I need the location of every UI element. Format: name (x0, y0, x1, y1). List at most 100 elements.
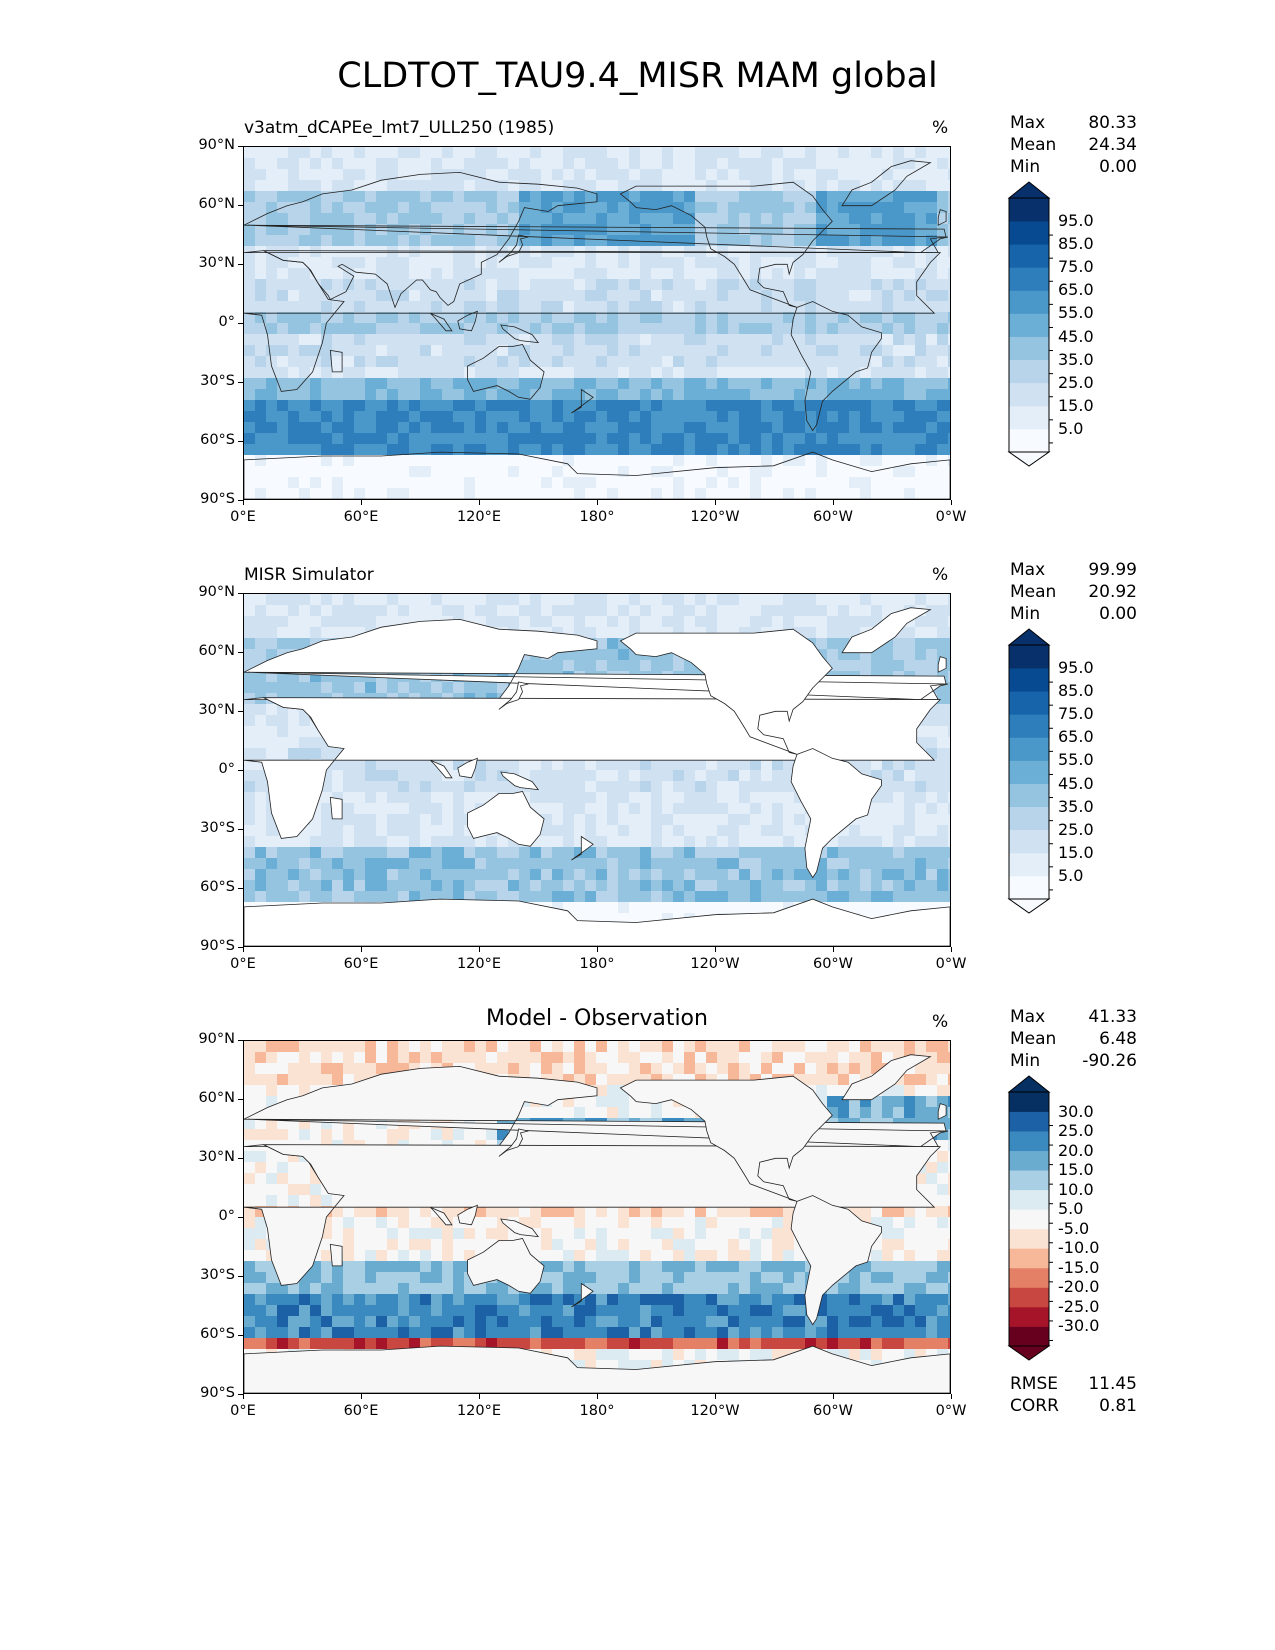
field-cell (893, 356, 905, 368)
field-cell (948, 1118, 950, 1130)
field-cell (321, 444, 333, 456)
field-cell (673, 224, 685, 236)
field-cell (244, 158, 256, 170)
field-cell (354, 682, 366, 694)
field-cell (310, 455, 322, 467)
field-cell (772, 1052, 784, 1064)
field-cell (695, 158, 707, 170)
field-cell (717, 257, 729, 269)
field-cell (277, 1041, 289, 1053)
field-cell (343, 466, 355, 478)
field-cell (244, 891, 256, 903)
field-cell (266, 158, 278, 170)
field-cell (871, 488, 883, 499)
field-cell (354, 1074, 366, 1086)
field-cell (255, 147, 267, 159)
field-cell (673, 891, 685, 903)
field-cell (761, 594, 773, 606)
field-cell (772, 389, 784, 401)
field-cell (398, 213, 410, 225)
field-cell (673, 781, 685, 793)
field-cell (937, 858, 949, 870)
field-cell (541, 290, 553, 302)
field-cell (321, 1074, 333, 1086)
field-cell (673, 488, 685, 499)
field-cell (266, 814, 278, 826)
field-cell (354, 147, 366, 159)
field-cell (695, 312, 707, 324)
field-cell (354, 803, 366, 815)
field-cell (321, 803, 333, 815)
field-cell (838, 1063, 850, 1075)
field-cell (453, 191, 465, 203)
field-cell (926, 477, 938, 489)
field-cell (816, 638, 828, 650)
field-cell (860, 411, 872, 423)
field-cell (530, 147, 542, 159)
field-cell (618, 411, 630, 423)
field-cell (948, 312, 950, 324)
field-cell (651, 224, 663, 236)
field-cell (805, 213, 817, 225)
field-cell (519, 191, 531, 203)
field-cell (882, 605, 894, 617)
field-cell (871, 1107, 883, 1119)
field-cell (684, 334, 696, 346)
field-cell (365, 191, 377, 203)
field-cell (321, 488, 333, 499)
field-cell (871, 649, 883, 661)
field-cell (750, 356, 762, 368)
field-cell (310, 836, 322, 848)
field-cell (651, 455, 663, 467)
field-cell (948, 715, 950, 727)
field-cell (596, 1096, 608, 1108)
field-cell (266, 891, 278, 903)
field-cell (255, 224, 267, 236)
field-cell (453, 477, 465, 489)
field-cell (794, 334, 806, 346)
field-cell (420, 1052, 432, 1064)
field-cell (343, 279, 355, 291)
field-cell (387, 389, 399, 401)
field-cell (354, 594, 366, 606)
field-cell (299, 1129, 311, 1141)
field-cell (332, 759, 344, 771)
field-cell (893, 803, 905, 815)
field-cell (464, 279, 476, 291)
field-cell (596, 378, 608, 390)
field-cell (365, 312, 377, 324)
field-cell (497, 334, 509, 346)
field-cell (871, 356, 883, 368)
field-cell (926, 202, 938, 214)
field-cell (266, 1129, 278, 1141)
field-cell (937, 378, 949, 390)
field-cell (321, 1063, 333, 1075)
field-cell (497, 378, 509, 390)
lat-tick-label: 0° (218, 761, 235, 777)
field-cell (420, 235, 432, 247)
field-cell (783, 880, 795, 892)
field-cell (871, 814, 883, 826)
field-cell (541, 202, 553, 214)
field-cell (860, 488, 872, 499)
field-cell (860, 605, 872, 617)
field-cell (387, 836, 399, 848)
field-cell (651, 323, 663, 335)
field-cell (629, 444, 641, 456)
field-cell (530, 660, 542, 672)
field-cell (486, 422, 498, 434)
field-cell (321, 825, 333, 837)
colorbar-segment (1009, 691, 1049, 715)
field-cell (783, 279, 795, 291)
field-cell (948, 759, 950, 771)
field-cell (277, 411, 289, 423)
field-cell (761, 803, 773, 815)
field-cell (343, 1063, 355, 1075)
field-cell (926, 191, 938, 203)
field-cell (783, 444, 795, 456)
colorbar-label: 35.0 (1058, 349, 1094, 369)
field-cell (926, 748, 938, 760)
field-cell (596, 814, 608, 826)
field-cell (420, 202, 432, 214)
field-cell (827, 356, 839, 368)
